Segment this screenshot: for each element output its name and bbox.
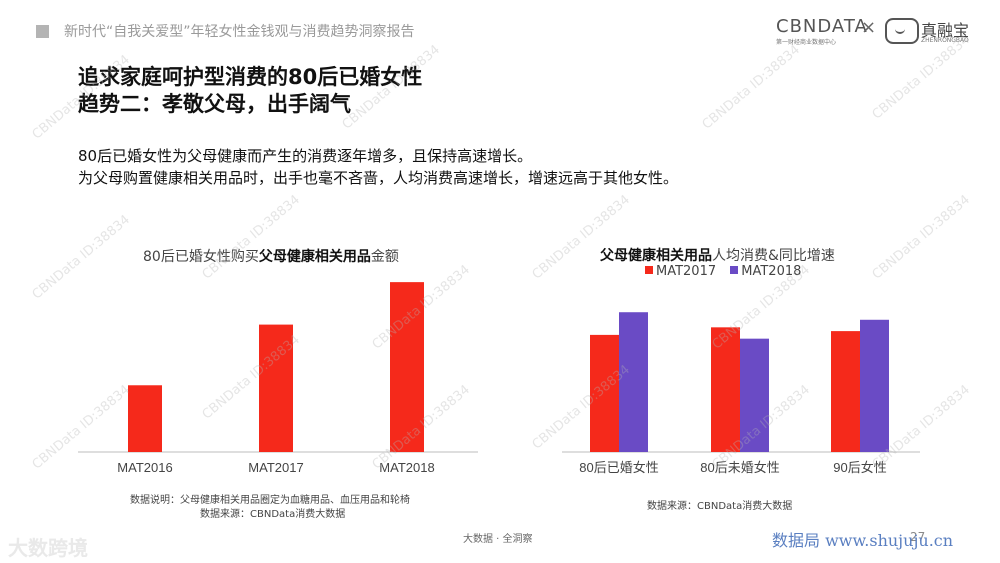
left-chart-title: 80后已婚女性购买父母健康相关用品金额: [143, 246, 399, 266]
left-chart-title-bold: 父母健康相关用品: [258, 249, 371, 265]
legend-item-mat2018: MAT2018: [730, 264, 801, 279]
left-chart-bar-mat2017: [259, 324, 293, 452]
left-chart-note: 数据说明：父母健康相关用品圈定为血糖用品、血压用品和轮椅 数据来源：CBNDat…: [130, 494, 410, 522]
right-chart-title-bold: 父母健康相关用品: [600, 248, 712, 264]
description-line1: 80后已婚女性为父母健康而产生的消费逐年增多，且保持高速增长。: [78, 147, 533, 165]
right-chart-bar-mat2017-1: [711, 327, 740, 452]
slide-heading-line2: 趋势二：孝敬父母，出手阔气: [78, 92, 351, 116]
footer-tagline: 大数据 · 全洞察: [463, 534, 533, 545]
header-marker: [36, 25, 49, 38]
right-chart-xtick-0: 80后已婚女性: [579, 460, 658, 475]
left-chart-xtick-mat2018: MAT2018: [379, 460, 434, 475]
watermark-left: 大数跨境: [8, 536, 88, 560]
right-chart-legend: MAT2017 MAT2018: [645, 264, 811, 279]
right-chart-xtick-1: 80后未婚女性: [700, 460, 779, 475]
left-chart-note-line2: 数据来源：CBNData消费大数据: [200, 509, 346, 520]
left-chart-bar-mat2016: [128, 385, 162, 452]
legend-swatch-mat2018: [730, 266, 739, 274]
right-chart-xtick-2: 90后女性: [833, 460, 886, 475]
report-title: 新时代“自我关爱型”年轻女性金钱观与消费趋势洞察报告: [64, 24, 415, 40]
legend-swatch-mat2017: [645, 266, 653, 274]
watermark-right: 数据局 www.shujuju.cn: [772, 531, 954, 550]
left-chart-title-pre: 80后已婚女性购买: [143, 249, 259, 265]
page-number: 27: [910, 530, 926, 544]
partner-logo-icon: [885, 18, 919, 44]
partner-logo-subtitle: ZHENRONGBAO: [921, 37, 969, 44]
right-chart-title: 父母健康相关用品人均消费&同比增速: [600, 245, 835, 265]
cbndata-logo-subtitle: 第一财经商业数据中心: [776, 39, 837, 46]
right-chart-bar-mat2018-0: [619, 312, 648, 452]
slide-description: 80后已婚女性为父母健康而产生的消费逐年增多，且保持高速增长。 为父母购置健康相…: [78, 145, 678, 189]
left-chart-bar-mat2018: [390, 282, 424, 452]
left-chart-xtick-mat2017: MAT2017: [248, 460, 303, 475]
right-chart-bar-mat2017-2: [831, 331, 860, 452]
right-chart-title-post: 人均消费&同比增速: [712, 248, 835, 264]
left-chart-xtick-mat2016: MAT2016: [117, 460, 172, 475]
right-chart-bar-mat2017-0: [590, 334, 619, 452]
partner-logo: 真融宝: [921, 21, 970, 40]
right-chart-note: 数据来源：CBNData消费大数据: [647, 501, 793, 512]
right-chart-bar-mat2018-1: [740, 338, 769, 452]
slide-heading: 追求家庭呵护型消费的80后已婚女性 趋势二：孝敬父母，出手阔气: [78, 64, 422, 118]
legend-item-mat2017: MAT2017: [645, 264, 716, 279]
left-chart-note-line1: 数据说明：父母健康相关用品圈定为血糖用品、血压用品和轮椅: [130, 495, 410, 506]
right-chart-bar-mat2018-2: [860, 319, 889, 452]
left-chart-title-post: 金额: [370, 249, 399, 265]
brand-separator: ×: [861, 17, 877, 38]
legend-label-mat2018: MAT2018: [741, 264, 802, 279]
cbndata-logo: CBNDATA: [776, 16, 868, 37]
description-line2: 为父母购置健康相关用品时，出手也毫不吝啬，人均消费高速增长，增速远高于其他女性。: [78, 169, 679, 187]
legend-label-mat2017: MAT2017: [656, 264, 717, 279]
slide-heading-line1: 追求家庭呵护型消费的80后已婚女性: [78, 65, 423, 89]
